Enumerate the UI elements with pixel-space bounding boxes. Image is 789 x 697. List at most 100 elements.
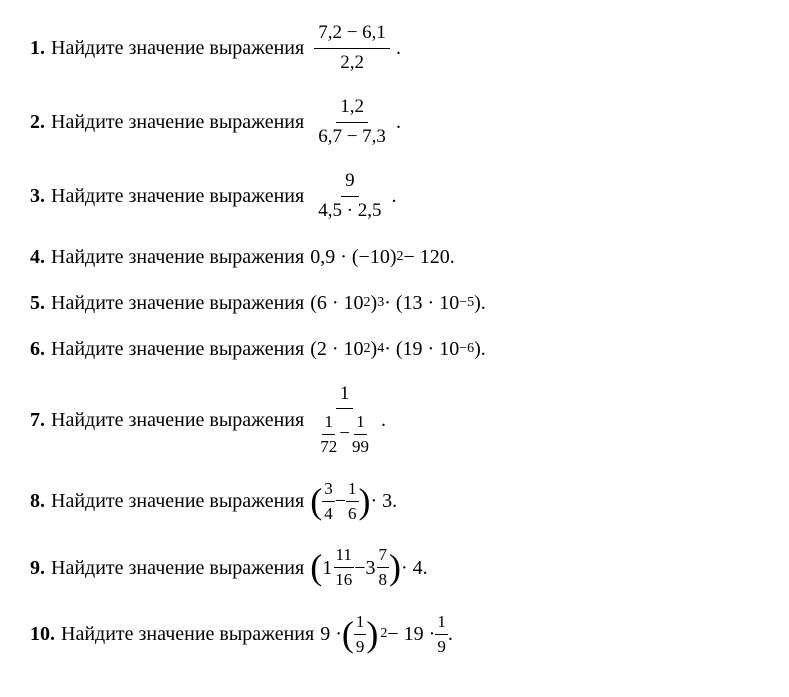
- problem-number: 3.: [30, 182, 45, 210]
- expr-part: · (13 · 10: [384, 289, 459, 317]
- fraction: 1,2 6,7 − 7,3: [314, 94, 390, 150]
- numerator: 7,2 − 6,1: [314, 20, 390, 49]
- problem-text: Найдите значение выражения: [51, 34, 304, 62]
- mixed-number-b: 3 7 8: [366, 543, 390, 592]
- problem-number: 5.: [30, 289, 45, 317]
- fraction-a: 3 4: [322, 477, 335, 526]
- fraction-b: 1 6: [346, 477, 359, 526]
- denominator: 1 72 − 1 99: [314, 409, 375, 459]
- denominator: 4: [322, 502, 335, 526]
- expr-part: (6 · 10: [310, 289, 363, 317]
- nested-fraction: 1 1 72 − 1 99: [314, 381, 375, 459]
- expression: ( 3 4 − 1 6 ) · 3.: [310, 477, 397, 526]
- operator: −: [354, 554, 365, 582]
- problem-5: 5. Найдите значение выражения (6 · 102)3…: [30, 289, 759, 317]
- numerator: 1: [336, 381, 354, 410]
- problem-text: Найдите значение выражения: [51, 487, 304, 515]
- fraction-b: 1 9: [435, 610, 448, 659]
- problem-number: 10.: [30, 620, 55, 648]
- numerator: 9: [341, 168, 359, 197]
- fraction: 7,2 − 6,1 2,2: [314, 20, 390, 76]
- operator: −: [339, 421, 350, 448]
- sub-denominator: 99: [350, 435, 371, 459]
- numerator: 11: [334, 543, 354, 568]
- period: .: [396, 108, 401, 136]
- problem-3: 3. Найдите значение выражения 9 4,5 · 2,…: [30, 168, 759, 224]
- expr-part: ): [371, 335, 378, 363]
- problem-text: Найдите значение выражения: [51, 182, 304, 210]
- denominator: 8: [377, 568, 390, 592]
- paren-left: (: [310, 553, 322, 582]
- problem-number: 6.: [30, 335, 45, 363]
- problem-text: Найдите значение выражения: [51, 289, 304, 317]
- problem-text: Найдите значение выражения: [51, 554, 304, 582]
- expr-part: ): [371, 289, 378, 317]
- sub-numerator: 1: [322, 410, 335, 435]
- problem-number: 9.: [30, 554, 45, 582]
- tail: · 4.: [401, 554, 428, 582]
- denominator: 4,5 · 2,5: [314, 197, 385, 225]
- problem-number: 7.: [30, 406, 45, 434]
- problem-text: Найдите значение выражения: [51, 335, 304, 363]
- fraction-a: 1 9: [354, 610, 367, 659]
- denominator: 2,2: [336, 49, 368, 77]
- expr-part: ).: [474, 335, 486, 363]
- period: .: [381, 406, 386, 434]
- whole-part: 3: [366, 554, 376, 582]
- sub-fraction-a: 1 72: [318, 410, 339, 459]
- numerator: 1: [354, 610, 367, 635]
- sub-numerator: 1: [354, 410, 367, 435]
- problem-number: 8.: [30, 487, 45, 515]
- fraction: 9 4,5 · 2,5: [314, 168, 385, 224]
- operator: −: [335, 487, 346, 515]
- problem-4: 4. Найдите значение выражения 0,9 · (−10…: [30, 243, 759, 271]
- problem-number: 4.: [30, 243, 45, 271]
- expr-part: · (19 · 10: [384, 335, 459, 363]
- sub-fraction-b: 1 99: [350, 410, 371, 459]
- period: .: [396, 34, 401, 62]
- sub-denominator: 72: [318, 435, 339, 459]
- expression: (6 · 102)3 · (13 · 10−5).: [310, 289, 486, 317]
- tail: .: [448, 620, 453, 648]
- expression: 9 · ( 1 9 ) 2 − 19 · 1 9 .: [320, 610, 453, 659]
- tail: · 3.: [371, 487, 398, 515]
- numerator: 1: [346, 477, 359, 502]
- problem-number: 1.: [30, 34, 45, 62]
- expr-part: (2 · 10: [310, 335, 363, 363]
- numerator: 7: [377, 543, 390, 568]
- mixed-number-a: 1 11 16: [322, 543, 354, 592]
- paren-right: ): [366, 620, 378, 649]
- numerator: 1: [435, 610, 448, 635]
- paren-right: ): [389, 553, 401, 582]
- paren-right: ): [359, 487, 371, 516]
- problem-8: 8. Найдите значение выражения ( 3 4 − 1 …: [30, 477, 759, 526]
- problem-10: 10. Найдите значение выражения 9 · ( 1 9…: [30, 610, 759, 659]
- mid: − 19 ·: [387, 620, 435, 648]
- expression: ( 1 11 16 − 3 7 8 ) · 4.: [310, 543, 427, 592]
- denominator: 6,7 − 7,3: [314, 123, 390, 151]
- problem-text: Найдите значение выражения: [51, 108, 304, 136]
- expr-part: − 120.: [403, 243, 454, 271]
- problem-7: 7. Найдите значение выражения 1 1 72 − 1…: [30, 381, 759, 459]
- denominator: 6: [346, 502, 359, 526]
- problem-2: 2. Найдите значение выражения 1,2 6,7 − …: [30, 94, 759, 150]
- problem-number: 2.: [30, 108, 45, 136]
- fraction-part: 7 8: [377, 543, 390, 592]
- problem-6: 6. Найдите значение выражения (2 · 102)4…: [30, 335, 759, 363]
- expression: 0,9 · (−10)2 − 120.: [310, 243, 455, 271]
- paren-left: (: [342, 620, 354, 649]
- problem-1: 1. Найдите значение выражения 7,2 − 6,1 …: [30, 20, 759, 76]
- denominator: 9: [435, 635, 448, 659]
- problem-9: 9. Найдите значение выражения ( 1 11 16 …: [30, 543, 759, 592]
- lead: 9 ·: [320, 620, 342, 648]
- problem-text: Найдите значение выражения: [51, 406, 304, 434]
- period: .: [392, 182, 397, 210]
- expr-part: ).: [474, 289, 486, 317]
- expr-part: 0,9 · (−10): [310, 243, 396, 271]
- whole-part: 1: [322, 554, 332, 582]
- denominator: 16: [333, 568, 354, 592]
- numerator: 1,2: [336, 94, 368, 123]
- paren-left: (: [310, 487, 322, 516]
- denominator: 9: [354, 635, 367, 659]
- fraction-part: 11 16: [333, 543, 354, 592]
